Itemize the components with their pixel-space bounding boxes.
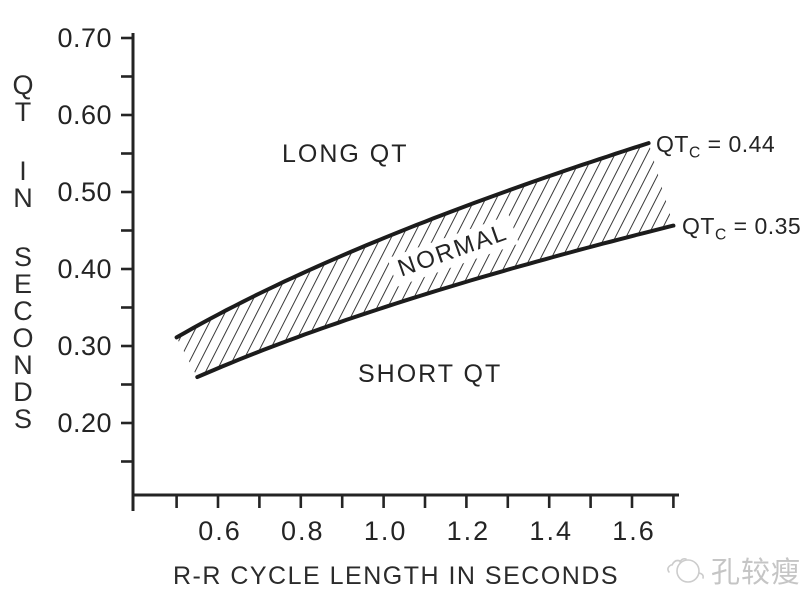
x-tick-label: 0.8 <box>281 516 325 546</box>
x-tick-label: 1.4 <box>529 516 573 546</box>
y-axis-title-letter: D <box>13 377 33 407</box>
curve-label-qtc-044: QTC = 0.44 <box>656 131 775 163</box>
y-axis-title-letter: C <box>13 296 33 326</box>
watermark: 孔较瘦 <box>663 549 801 591</box>
curve-label-qtc-035-value: = 0.35 <box>726 213 802 239</box>
y-axis-title-letter: E <box>13 269 32 299</box>
curve-label-qtc-035-sub: C <box>714 226 727 244</box>
y-axis-title-letter: N <box>13 350 33 380</box>
curve-label-qtc-044-sub: C <box>688 144 701 162</box>
watermark-logo-icon <box>667 558 704 583</box>
y-axis-title-letter: O <box>12 323 34 353</box>
y-axis-title-letter: N <box>13 183 33 213</box>
x-axis-title: R-R CYCLE LENGTH IN SECONDS <box>172 562 620 590</box>
region-label-long-qt: LONG QT <box>282 140 409 168</box>
curve-qtc-044 <box>174 141 651 340</box>
curve-label-qtc-044-value: = 0.44 <box>700 131 776 157</box>
y-tick-label: 0.30 <box>57 331 112 361</box>
watermark-text: 孔较瘦 <box>711 557 802 589</box>
y-tick-label: 0.50 <box>57 177 112 207</box>
y-tick-label: 0.40 <box>57 254 112 284</box>
curve-label-qtc-035: QTC = 0.35 <box>682 213 801 245</box>
x-tick-label: 0.6 <box>198 516 242 546</box>
y-axis-title-letter: S <box>13 404 32 434</box>
x-tick-label: 1.2 <box>447 516 491 546</box>
curve-qtc-035 <box>195 223 676 380</box>
curve-label-qtc-035-prefix: QT <box>682 213 715 239</box>
y-axis-title-letter: Q <box>12 70 34 100</box>
y-axis-title-letter: T <box>14 97 32 127</box>
x-tick-label: 1.6 <box>612 516 656 546</box>
region-label-short-qt: SHORT QT <box>358 360 503 388</box>
curve-label-qtc-044-prefix: QT <box>656 131 689 157</box>
y-tick-label: 0.70 <box>57 23 112 53</box>
y-axis-title-letter: S <box>13 242 32 272</box>
y-tick-label: 0.60 <box>57 100 112 130</box>
y-axis-title-letter: I <box>19 156 27 186</box>
y-tick-label: 0.20 <box>57 408 112 438</box>
x-tick-label: 1.0 <box>364 516 408 546</box>
